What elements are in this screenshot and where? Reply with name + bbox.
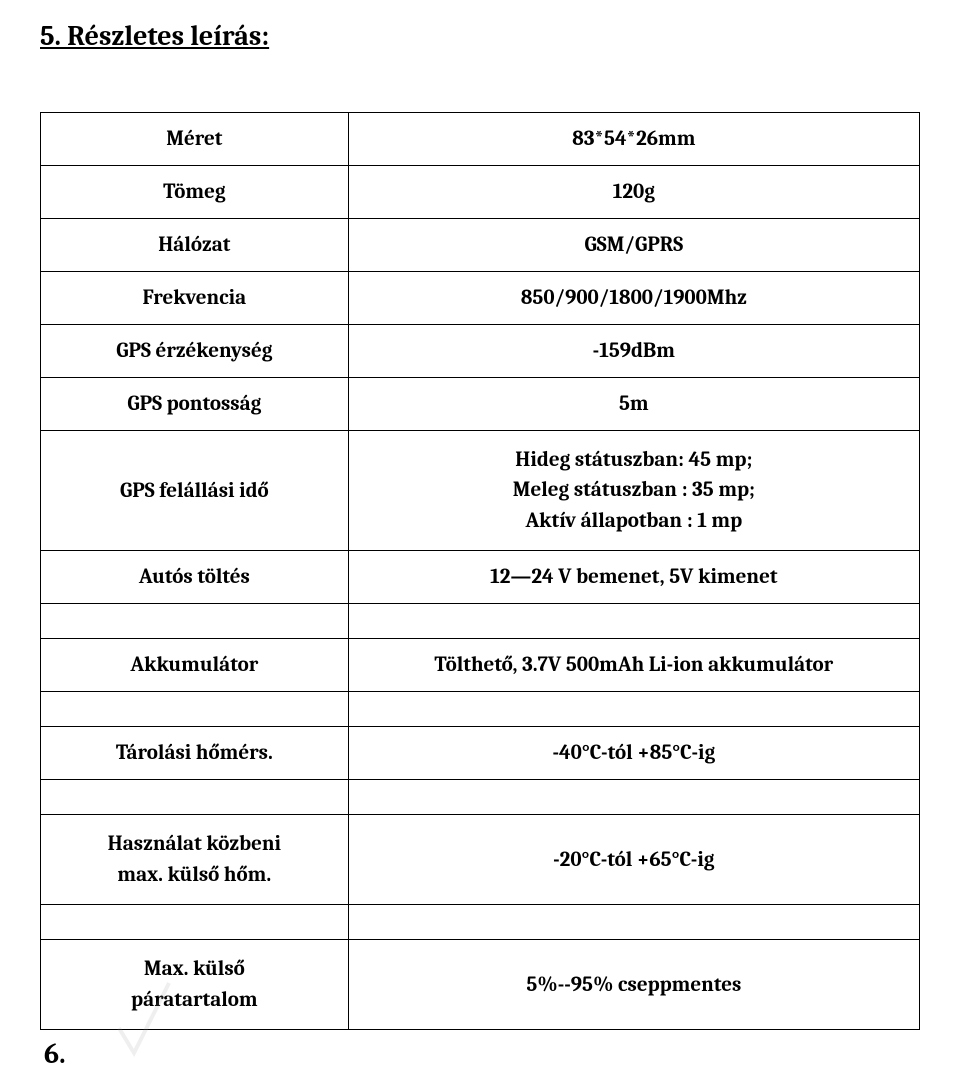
table-row: Max. külső páratartalom 5%--95% cseppmen… bbox=[41, 940, 920, 1030]
cell-label: GPS pontosság bbox=[41, 378, 349, 431]
label-line: páratartalom bbox=[131, 988, 258, 1012]
cell-value: Tölthető, 3.7V 500mAh Li-ion akkumulátor bbox=[348, 639, 919, 692]
spacer-row bbox=[41, 692, 920, 727]
cell-value: 5%--95% cseppmentes bbox=[348, 940, 919, 1030]
cell-value: Hideg státuszban: 45 mp; Meleg státuszba… bbox=[348, 431, 919, 551]
cell-label: Tárolási hőmérs. bbox=[41, 727, 349, 780]
cell-value: -20°C-tól +65°C-ig bbox=[348, 815, 919, 905]
label-line: max. külső hőm. bbox=[117, 863, 271, 887]
table-row: GPS érzékenység -159dBm bbox=[41, 325, 920, 378]
cell-label: Frekvencia bbox=[41, 272, 349, 325]
table-row: Hálózat GSM/GPRS bbox=[41, 219, 920, 272]
cell-value: 120g bbox=[348, 166, 919, 219]
cell-value: 83*54*26mm bbox=[348, 113, 919, 166]
value-line: Meleg státuszban : 35 mp; bbox=[513, 478, 755, 502]
spacer-row bbox=[41, 604, 920, 639]
cell-label: Tömeg bbox=[41, 166, 349, 219]
cell-label: Hálózat bbox=[41, 219, 349, 272]
spacer-row bbox=[41, 780, 920, 815]
table-row: Tárolási hőmérs. -40°C-tól +85°C-ig bbox=[41, 727, 920, 780]
cell-value: -159dBm bbox=[348, 325, 919, 378]
cell-label: GPS felállási idő bbox=[41, 431, 349, 551]
cell-value: 12—24 V bemenet, 5V kimenet bbox=[348, 551, 919, 604]
label-line: Használat közbeni bbox=[108, 832, 281, 856]
section6-number: 6. bbox=[44, 1038, 66, 1070]
table-row: Frekvencia 850/900/1800/1900Mhz bbox=[41, 272, 920, 325]
cell-value: -40°C-tól +85°C-ig bbox=[348, 727, 919, 780]
value-line: Aktív állapotban : 1 mp bbox=[525, 509, 742, 533]
cell-value: 5m bbox=[348, 378, 919, 431]
cell-value: GSM/GPRS bbox=[348, 219, 919, 272]
spacer-row bbox=[41, 905, 920, 940]
cell-label: Autós töltés bbox=[41, 551, 349, 604]
table-row: Akkumulátor Tölthető, 3.7V 500mAh Li-ion… bbox=[41, 639, 920, 692]
section-heading: 5. Részletes leírás: bbox=[40, 20, 920, 52]
table-row: GPS felállási idő Hideg státuszban: 45 m… bbox=[41, 431, 920, 551]
cell-label: Használat közbeni max. külső hőm. bbox=[41, 815, 349, 905]
cell-label: GPS érzékenység bbox=[41, 325, 349, 378]
cell-value: 850/900/1800/1900Mhz bbox=[348, 272, 919, 325]
value-line: Hideg státuszban: 45 mp; bbox=[515, 448, 752, 472]
table-row: Autós töltés 12—24 V bemenet, 5V kimenet bbox=[41, 551, 920, 604]
label-line: Max. külső bbox=[144, 957, 245, 981]
table-row: Tömeg 120g bbox=[41, 166, 920, 219]
table-row: GPS pontosság 5m bbox=[41, 378, 920, 431]
table-row: Méret 83*54*26mm bbox=[41, 113, 920, 166]
section6-heading: 6. bbox=[44, 1038, 920, 1070]
cell-label: Akkumulátor bbox=[41, 639, 349, 692]
cell-label: Max. külső páratartalom bbox=[41, 940, 349, 1030]
spec-table: Méret 83*54*26mm Tömeg 120g Hálózat GSM/… bbox=[40, 112, 920, 1030]
table-row: Használat közbeni max. külső hőm. -20°C-… bbox=[41, 815, 920, 905]
cell-label: Méret bbox=[41, 113, 349, 166]
